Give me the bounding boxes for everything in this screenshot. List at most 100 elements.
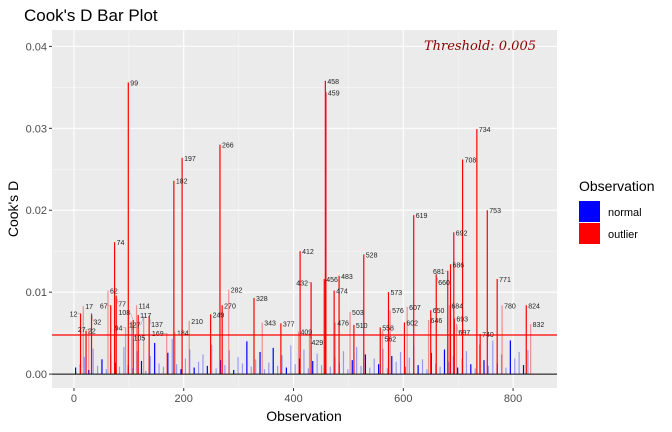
outlier-label: 619 bbox=[416, 213, 428, 220]
outlier-bar bbox=[486, 210, 488, 375]
outlier-label: 459 bbox=[328, 90, 340, 97]
normal-bar bbox=[263, 369, 266, 375]
x-tick-label: 200 bbox=[175, 393, 193, 405]
outlier-label: 476 bbox=[337, 320, 349, 327]
outlier-bar bbox=[349, 311, 351, 375]
outlier-bar bbox=[124, 327, 127, 375]
outlier-label: 681 bbox=[433, 269, 445, 276]
outlier-label: 377 bbox=[283, 321, 295, 328]
outlier-label: 576 bbox=[392, 308, 404, 315]
normal-bar bbox=[167, 352, 169, 375]
outlier-label: 27 bbox=[78, 327, 86, 334]
outlier-label: 108 bbox=[118, 310, 130, 317]
normal-bar bbox=[197, 361, 200, 375]
x-tick-label: 400 bbox=[284, 393, 302, 405]
normal-bar bbox=[83, 356, 85, 375]
outlier-label: 328 bbox=[256, 296, 268, 303]
outlier-bar bbox=[449, 264, 452, 375]
outlier-label: 182 bbox=[176, 179, 188, 186]
x-tick-label: 0 bbox=[71, 393, 77, 405]
outlier-bar bbox=[143, 316, 145, 375]
label-leader-line bbox=[107, 305, 111, 306]
outlier-bar bbox=[530, 324, 532, 375]
outlier-label: 686 bbox=[453, 262, 465, 269]
normal-bar bbox=[417, 365, 419, 375]
normal-bar bbox=[487, 365, 489, 375]
outlier-label: 22 bbox=[88, 329, 96, 336]
outlier-bar bbox=[479, 333, 481, 375]
outlier-bar bbox=[413, 215, 415, 375]
outlier-labels: 458 99 459 734 266 197 708 182 753 619 692 74 412 528… bbox=[70, 79, 545, 347]
normal-bar bbox=[294, 364, 296, 375]
normal-bar bbox=[211, 344, 213, 375]
outlier-label: 67 bbox=[100, 303, 108, 310]
outlier-label: 17 bbox=[85, 304, 93, 311]
outlier-label: 62 bbox=[110, 289, 118, 296]
y-tick-label: 0.04 bbox=[26, 41, 47, 53]
outlier-bar bbox=[453, 318, 455, 375]
normal-bar bbox=[101, 359, 103, 375]
label-leader-line bbox=[148, 315, 152, 325]
normal-bar bbox=[408, 357, 410, 375]
label-leader-line bbox=[77, 313, 81, 315]
outlier-bar bbox=[308, 333, 311, 375]
outlier-bar bbox=[353, 324, 355, 375]
outlier-label: 412 bbox=[302, 249, 314, 256]
normal-bar bbox=[505, 367, 507, 375]
outlier-bar bbox=[188, 320, 190, 375]
outlier-bar bbox=[430, 310, 432, 375]
label-leader-line bbox=[85, 328, 89, 330]
normal-bar bbox=[140, 360, 143, 375]
normal-bar bbox=[259, 351, 261, 375]
normal-bar bbox=[347, 369, 349, 375]
outlier-label: 270 bbox=[224, 303, 236, 310]
outlier-label: 114 bbox=[139, 303, 150, 310]
label-leader-line bbox=[116, 295, 119, 304]
outlier-label: 137 bbox=[151, 322, 163, 329]
normal-bar bbox=[206, 365, 208, 375]
normal-bar bbox=[514, 358, 516, 375]
legend-key-normal bbox=[579, 201, 600, 222]
normal-bar bbox=[105, 369, 107, 375]
label-leader-line bbox=[436, 274, 439, 283]
normal-bar bbox=[439, 366, 441, 375]
outlier-label: 127 bbox=[129, 323, 141, 330]
normal-bar bbox=[312, 360, 314, 375]
y-tick-label: 0.01 bbox=[26, 287, 47, 299]
normal-bar bbox=[360, 365, 362, 375]
normal-bar bbox=[176, 364, 178, 375]
outlier-label: 771 bbox=[499, 277, 511, 284]
outlier-bar bbox=[501, 305, 503, 375]
x-tick-label: 600 bbox=[394, 393, 412, 405]
normal-bar bbox=[378, 364, 380, 375]
legend-key-outlier bbox=[579, 223, 600, 244]
outlier-label: 483 bbox=[341, 274, 353, 281]
outlier-label: 646 bbox=[431, 318, 443, 325]
outlier-label: 660 bbox=[438, 280, 450, 287]
legend-label-outlier: outlier bbox=[608, 229, 638, 241]
normal-bar bbox=[118, 366, 121, 375]
outlier-bar bbox=[166, 333, 168, 375]
normal-bar bbox=[92, 348, 94, 375]
normal-bar bbox=[356, 347, 358, 375]
outlier-label: 343 bbox=[264, 320, 276, 327]
outlier-bar bbox=[174, 332, 176, 375]
outlier-bar bbox=[280, 323, 282, 375]
label-leader-line bbox=[122, 327, 126, 329]
normal-bar bbox=[184, 358, 186, 375]
label-leader-line bbox=[130, 312, 134, 321]
normal-bar bbox=[149, 356, 151, 375]
normal-bar bbox=[88, 369, 90, 375]
label-leader-line bbox=[140, 316, 144, 326]
outlier-label: 753 bbox=[489, 208, 501, 215]
outlier-bar bbox=[447, 270, 449, 375]
normal-bar bbox=[426, 369, 428, 375]
outlier-label: 210 bbox=[191, 319, 203, 326]
chart-title: Cook's D Bar Plot bbox=[24, 6, 158, 25]
normal-bar bbox=[474, 368, 476, 375]
outlier-bar bbox=[338, 275, 340, 375]
normal-bar bbox=[443, 349, 446, 375]
normal-bar bbox=[246, 341, 248, 375]
legend-label-normal: normal bbox=[608, 207, 642, 219]
outlier-label: 474 bbox=[336, 289, 348, 296]
